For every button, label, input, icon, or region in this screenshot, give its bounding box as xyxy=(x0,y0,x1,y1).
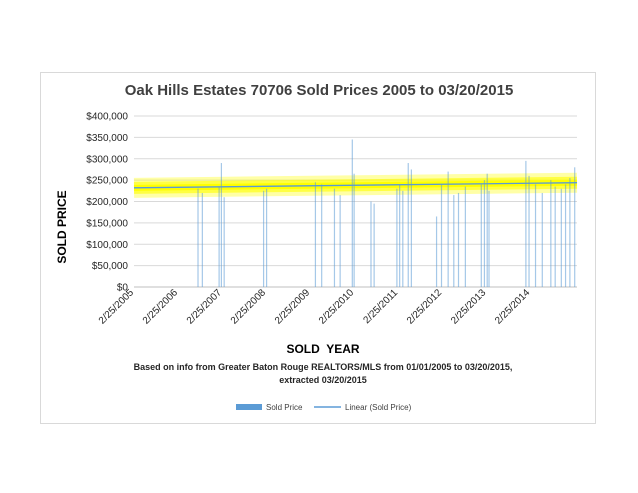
sold-price-bar xyxy=(321,184,323,287)
trendline xyxy=(133,182,578,189)
x-tick-label: 2/25/2009 xyxy=(273,287,313,327)
chart-frame: Oak Hills Estates 70706 Sold Prices 2005… xyxy=(40,72,596,424)
sold-price-bar xyxy=(525,160,527,287)
gridlines xyxy=(134,115,577,288)
sold-price-bar xyxy=(218,186,220,287)
sold-price-bar xyxy=(447,171,449,287)
sold-price-bar xyxy=(435,216,438,287)
x-tick-label: 2/25/2013 xyxy=(449,287,489,327)
sold-price-bar xyxy=(197,188,199,287)
sold-price-bar xyxy=(201,192,203,287)
sold-price-bar xyxy=(265,188,268,287)
y-tick-label: $300,000 xyxy=(86,154,128,165)
sold-price-bar xyxy=(353,173,355,287)
sold-price-bar xyxy=(333,188,336,287)
x-tick-label: 2/25/2006 xyxy=(141,287,181,327)
sold-price-bar xyxy=(410,169,412,287)
y-tick-label: $400,000 xyxy=(86,112,128,123)
source-note-line-1: Based on info from Greater Baton Rouge R… xyxy=(134,362,513,372)
sold-price-bar xyxy=(528,175,530,287)
y-tick-label: $250,000 xyxy=(86,176,128,187)
sold-price-bar xyxy=(440,184,443,287)
sold-price-bar xyxy=(574,167,576,287)
sold-price-bar xyxy=(402,190,404,287)
y-tick-label: $100,000 xyxy=(86,240,128,251)
sold-price-bar xyxy=(569,177,571,287)
y-tick-label: $0 xyxy=(117,283,129,294)
legend-label-sold-price: Sold Price xyxy=(266,403,303,412)
sold-price-bar xyxy=(262,190,265,287)
sold-price-bar xyxy=(370,201,372,287)
sold-price-bar xyxy=(550,180,552,287)
x-tick-label: 2/25/2011 xyxy=(362,287,401,326)
sold-price-bar xyxy=(339,195,341,287)
sold-price-bar xyxy=(534,184,537,287)
x-tick-label: 2/25/2010 xyxy=(317,287,357,327)
x-tick-label: 2/25/2012 xyxy=(405,287,445,327)
sold-price-bar xyxy=(554,186,556,287)
sold-price-bar xyxy=(399,184,401,287)
sold-price-bar xyxy=(407,163,409,287)
sold-price-bar xyxy=(483,180,486,287)
sold-price-bars xyxy=(197,139,576,287)
y-tick-label: $50,000 xyxy=(92,261,129,272)
legend-label-linear-sold-price: Linear (Sold Price) xyxy=(345,403,412,412)
sold-price-bar xyxy=(480,184,482,287)
sold-price-bar xyxy=(453,195,455,287)
sold-price-bar xyxy=(564,184,567,287)
y-axis-title: SOLD PRICE xyxy=(55,190,69,263)
sold-price-bar xyxy=(396,188,398,287)
sold-price-bar xyxy=(560,188,562,287)
sold-price-bar xyxy=(541,192,543,287)
sold-price-bar xyxy=(464,186,466,287)
source-note-line-2: extracted 03/20/2015 xyxy=(279,375,367,385)
sold-price-bar xyxy=(223,197,225,287)
chart-svg: Oak Hills Estates 70706 Sold Prices 2005… xyxy=(55,82,578,412)
sold-price-bar xyxy=(314,182,317,287)
y-tick-label: $150,000 xyxy=(86,218,128,229)
sold-price-bar xyxy=(373,203,375,287)
x-axis-ticks: 2/25/2005 2/25/2006 2/25/2007 2/25/2008 2/25… xyxy=(97,287,533,327)
sold-price-bar xyxy=(457,192,460,287)
x-tick-label: 2/25/2007 xyxy=(185,287,225,327)
sold-price-bar xyxy=(220,163,222,287)
legend: Sold Price Linear (Sold Price) xyxy=(236,403,412,412)
sold-price-bar xyxy=(488,190,490,287)
y-axis-ticks: $0 $50,000 $100,000 $150,000 $200,000 $250,00… xyxy=(86,112,128,294)
x-tick-label: 2/25/2014 xyxy=(493,287,533,327)
legend-bar-swatch xyxy=(236,404,262,410)
x-axis-title: SOLD YEAR xyxy=(286,342,359,356)
trendline-line xyxy=(133,182,578,189)
chart-title: Oak Hills Estates 70706 Sold Prices 2005… xyxy=(125,82,514,99)
sold-price-bar xyxy=(486,173,488,287)
sold-price-bar xyxy=(351,139,353,287)
y-tick-label: $200,000 xyxy=(86,197,128,208)
x-tick-label: 2/25/2008 xyxy=(229,287,269,327)
y-tick-label: $350,000 xyxy=(86,133,128,144)
